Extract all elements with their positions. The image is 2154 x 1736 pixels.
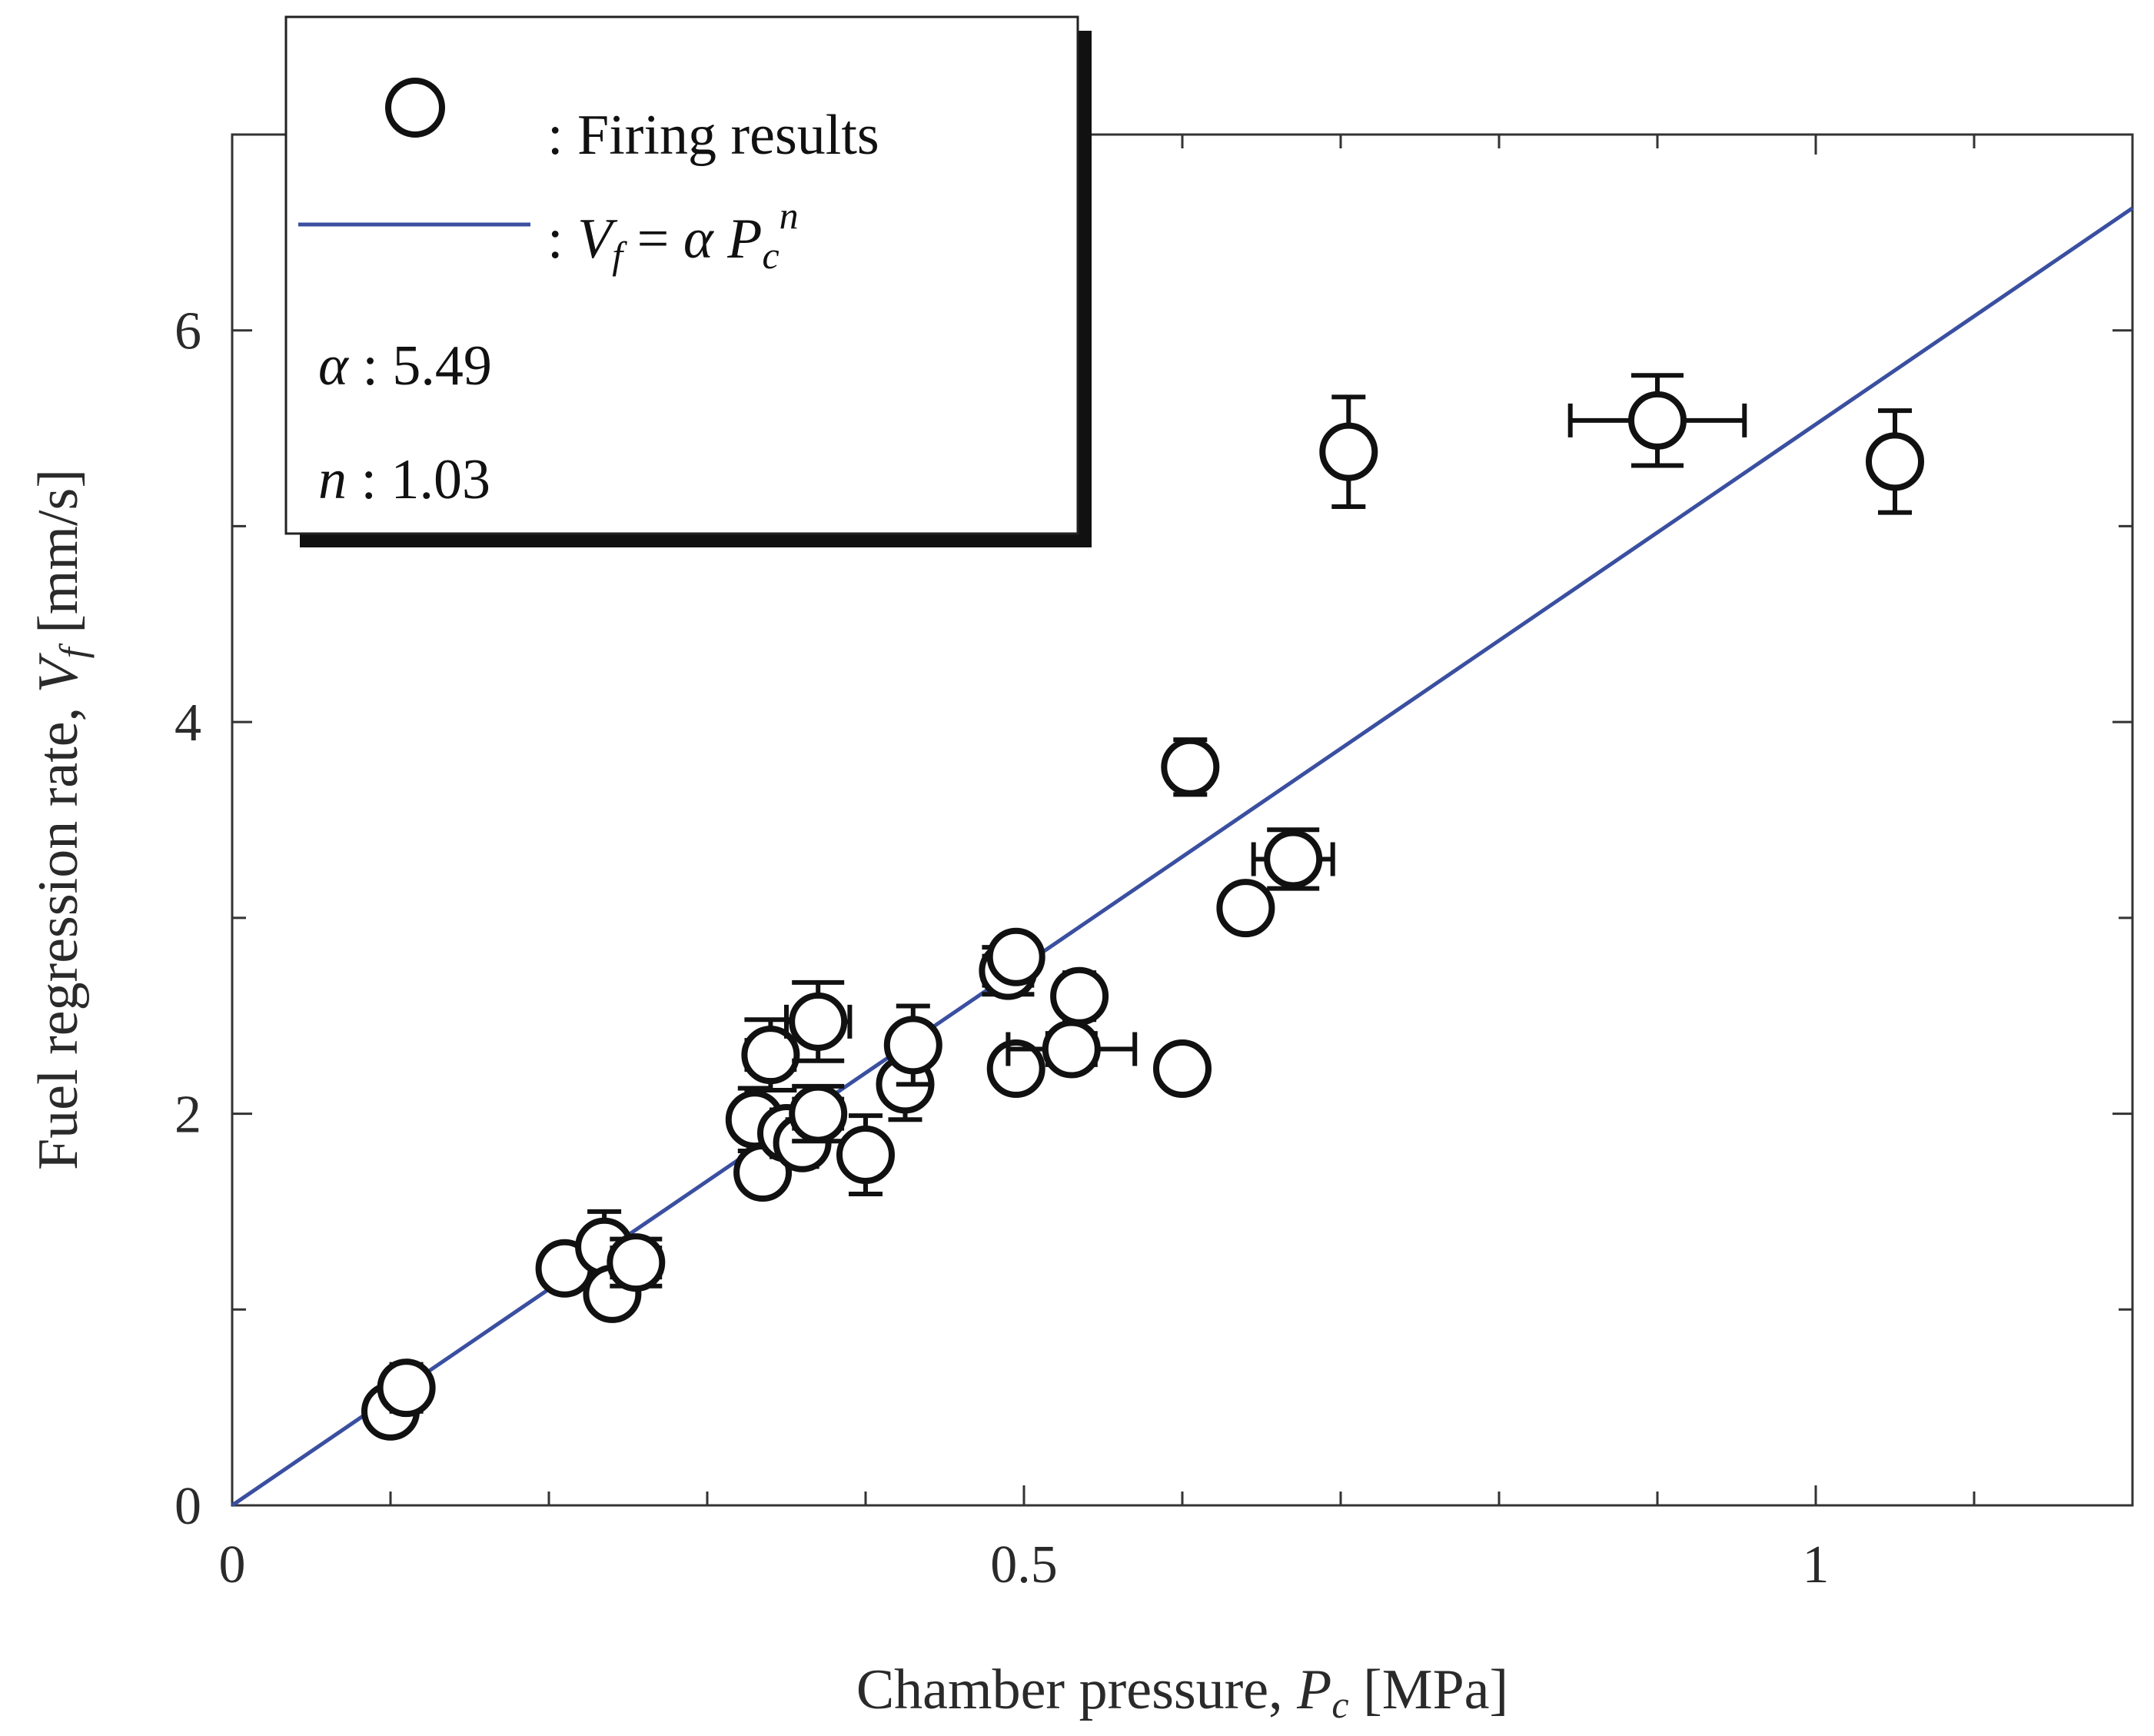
data-point (1153, 1039, 1212, 1098)
data-point (1161, 737, 1220, 797)
legend-label-firing: : Firing results (547, 104, 879, 167)
x-tick-label: 1 (1803, 1535, 1830, 1595)
data-point-marker (789, 1084, 848, 1143)
data-point (986, 927, 1045, 986)
data-point-marker (1264, 830, 1323, 889)
legend-marker-circle (385, 78, 445, 138)
data-point (1319, 394, 1378, 509)
legend-param-alpha: α : 5.49 (318, 334, 492, 397)
data-points (361, 373, 1924, 1441)
data-point (986, 1039, 1045, 1098)
data-point-marker (1050, 966, 1109, 1026)
data-point-marker (377, 1359, 436, 1418)
data-point-marker (607, 1233, 666, 1292)
data-point-marker (1042, 1019, 1101, 1079)
legend-param-n: n : 1.03 (318, 448, 490, 511)
y-tick-label: 2 (175, 1086, 201, 1145)
x-axis-title: Chamber pressure, Pc [MPa] (856, 1658, 1508, 1726)
data-point (1050, 966, 1109, 1026)
data-point-marker (1628, 391, 1687, 450)
data-point-marker (789, 992, 848, 1051)
data-point (377, 1359, 436, 1418)
data-point (784, 979, 853, 1063)
data-point (1567, 373, 1747, 468)
data-point-marker (883, 1016, 942, 1075)
data-point-marker (836, 1126, 895, 1185)
y-axis-title: Fuel regression rate, Vf [mm/s] (27, 469, 95, 1170)
data-point (1006, 1019, 1138, 1079)
y-tick-label: 4 (175, 693, 201, 753)
data-point (741, 1017, 800, 1093)
data-point-marker (1319, 422, 1378, 481)
data-point-marker (1161, 737, 1220, 796)
data-point (1251, 827, 1335, 891)
data-point (607, 1233, 666, 1292)
x-tick-label: 0 (219, 1535, 246, 1595)
x-tick-label: 0.5 (990, 1535, 1058, 1595)
data-point (1216, 879, 1275, 938)
data-point-marker (986, 1039, 1045, 1098)
y-tick-label: 0 (175, 1477, 201, 1536)
data-point (883, 1003, 942, 1087)
plot-area: 0 0.5 1 0 2 4 6 (175, 133, 2134, 1595)
legend: : Firing results : Vf = α Pcn α : 5.49 n… (284, 15, 1092, 547)
data-point-marker (1866, 432, 1924, 491)
y-tick-label: 6 (175, 302, 201, 361)
axis-tick-labels: 0 0.5 1 0 2 4 6 (175, 302, 1830, 1595)
data-point (836, 1113, 895, 1197)
data-point-marker (986, 927, 1045, 986)
data-point-marker (1216, 879, 1275, 938)
data-point-marker (1153, 1039, 1212, 1098)
data-point (789, 1083, 848, 1144)
legend-label-equation: : Vf = α Pcn (547, 194, 799, 277)
data-point (1866, 408, 1924, 515)
data-point-marker (741, 1026, 800, 1085)
